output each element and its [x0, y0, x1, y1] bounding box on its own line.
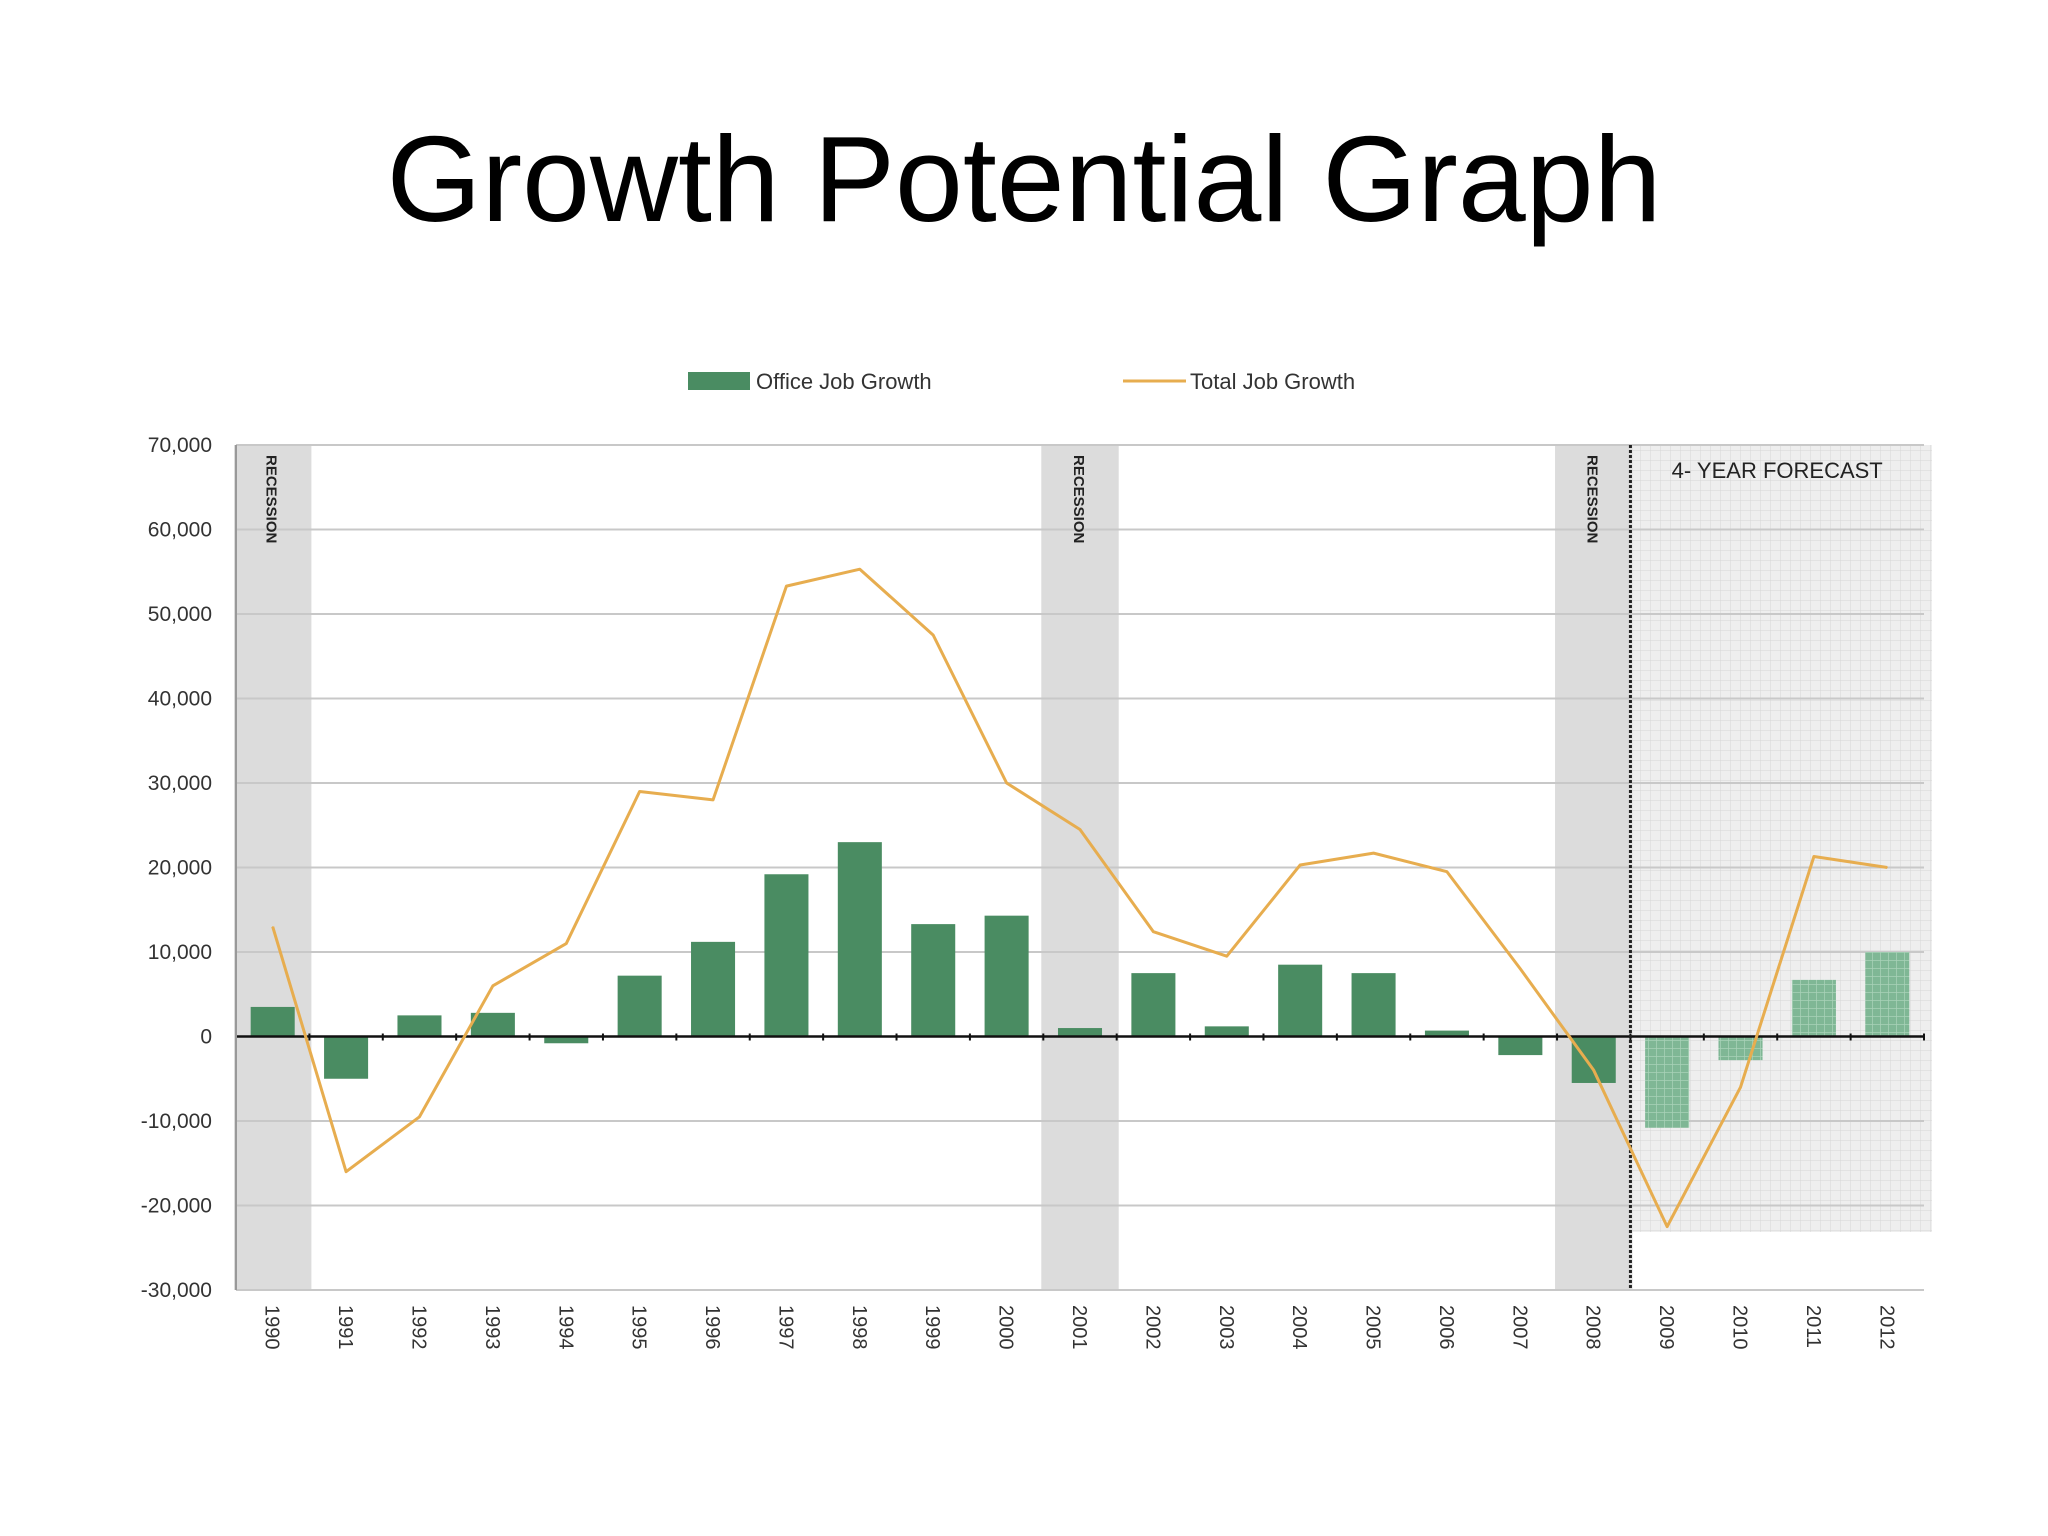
- total-line-point: [492, 985, 494, 987]
- y-tick-label: 10,000: [148, 941, 212, 964]
- office-bar: [1057, 1028, 1103, 1037]
- total-line-point: [1740, 1086, 1742, 1088]
- recession-label: RECESSION: [1584, 455, 1601, 543]
- total-line-point: [1519, 968, 1521, 970]
- office-bar: [764, 874, 809, 1037]
- total-line-point: [418, 1116, 420, 1118]
- legend-label-office: Office Job Growth: [756, 369, 932, 394]
- y-tick-label: 30,000: [148, 772, 212, 795]
- y-tick-label: 0: [200, 1026, 212, 1049]
- axes: [235, 445, 1925, 1290]
- y-tick-label: -10,000: [141, 1110, 212, 1133]
- recession-label: RECESSION: [1070, 455, 1087, 543]
- x-tick-label: 2000: [995, 1305, 1017, 1350]
- office-bar: [1204, 1026, 1249, 1037]
- x-tick-label: 2003: [1215, 1305, 1237, 1350]
- x-tick-label: 2002: [1141, 1305, 1163, 1350]
- x-tick-label: 2009: [1655, 1305, 1677, 1350]
- total-line-point: [1226, 955, 1228, 957]
- x-tick-label: 2006: [1435, 1305, 1457, 1350]
- total-line-point: [1373, 852, 1375, 854]
- total-line-point: [932, 634, 934, 636]
- x-tick-label: 2012: [1875, 1305, 1897, 1350]
- total-line-point: [1593, 1069, 1595, 1071]
- total-line-point: [1079, 828, 1081, 830]
- tick-labels: 70,000 60,000 50,000 40,000 30,000 20,000 10,0…: [141, 434, 1898, 1350]
- x-tick-label: 1995: [628, 1305, 650, 1350]
- x-tick-label: 2004: [1288, 1305, 1310, 1350]
- x-tick-label: 1998: [848, 1305, 870, 1350]
- y-tick-label: 50,000: [148, 603, 212, 626]
- x-tick-label: 1997: [774, 1305, 796, 1350]
- total-line-point: [1152, 931, 1154, 933]
- legend-label-total: Total Job Growth: [1190, 369, 1355, 394]
- office-bar: [397, 1015, 442, 1037]
- office-bar: [1424, 1030, 1469, 1037]
- x-tick-label: 1996: [701, 1305, 723, 1350]
- total-line-point: [639, 790, 641, 792]
- y-tick-label: -20,000: [141, 1195, 212, 1218]
- total-line-point: [1006, 782, 1008, 784]
- forecast-label: 4- YEAR FORECAST: [1672, 458, 1883, 483]
- total-line-point: [345, 1171, 347, 1173]
- x-tick-label: 2010: [1729, 1305, 1751, 1350]
- office-bar: [1351, 973, 1396, 1037]
- slide-title: Growth Potential Graph: [386, 111, 1662, 247]
- office-bar: [1278, 964, 1323, 1037]
- total-line-point: [712, 799, 714, 801]
- office-bar: [1131, 973, 1176, 1037]
- office-bar: [617, 975, 662, 1037]
- total-line-point: [1813, 856, 1815, 858]
- office-bar: [250, 1006, 295, 1037]
- office-bar: [1791, 979, 1836, 1037]
- office-bar: [470, 1012, 515, 1037]
- total-line-point: [1666, 1226, 1668, 1228]
- y-tick-label: 60,000: [148, 519, 212, 542]
- x-tick-label: 1992: [407, 1305, 429, 1350]
- total-line-point: [1299, 864, 1301, 866]
- total-line-point: [785, 585, 787, 587]
- total-line: [271, 567, 1888, 1229]
- x-tick-label: 2005: [1362, 1305, 1384, 1350]
- x-tick-label: 2008: [1582, 1305, 1604, 1350]
- total-line-point: [1446, 871, 1448, 873]
- office-bar: [691, 941, 736, 1037]
- recession-label: RECESSION: [263, 455, 280, 543]
- total-line-point: [565, 943, 567, 945]
- total-line-point: [1886, 867, 1888, 868]
- legend: Office Job Growth Total Job Growth: [688, 369, 1355, 394]
- y-tick-label: -30,000: [141, 1279, 212, 1302]
- office-bar: [911, 924, 956, 1037]
- x-tick-label: 1999: [921, 1305, 943, 1350]
- office-bar: [1645, 1036, 1690, 1128]
- x-tick-label: 2001: [1068, 1305, 1090, 1350]
- office-bar: [1498, 1036, 1543, 1056]
- x-tick-label: 2007: [1508, 1305, 1530, 1350]
- legend-swatch-office: [688, 372, 750, 390]
- y-tick-label: 70,000: [148, 434, 212, 457]
- office-bar: [1865, 952, 1910, 1037]
- total-line-point: [272, 926, 274, 928]
- office-bar: [984, 915, 1029, 1037]
- x-tick-label: 2011: [1802, 1305, 1824, 1348]
- x-tick-label: 1991: [334, 1305, 356, 1350]
- office-bars: [250, 842, 1910, 1128]
- office-bar: [544, 1036, 589, 1044]
- x-tick-label: 1990: [261, 1305, 283, 1350]
- y-tick-label: 20,000: [148, 857, 212, 880]
- x-tick-label: 1993: [481, 1305, 503, 1350]
- x-tick-label: 1994: [554, 1305, 576, 1350]
- office-bar: [1571, 1036, 1616, 1083]
- total-line-point: [859, 568, 861, 570]
- y-tick-label: 40,000: [148, 688, 212, 711]
- office-bar: [837, 842, 882, 1037]
- office-bar: [324, 1036, 369, 1079]
